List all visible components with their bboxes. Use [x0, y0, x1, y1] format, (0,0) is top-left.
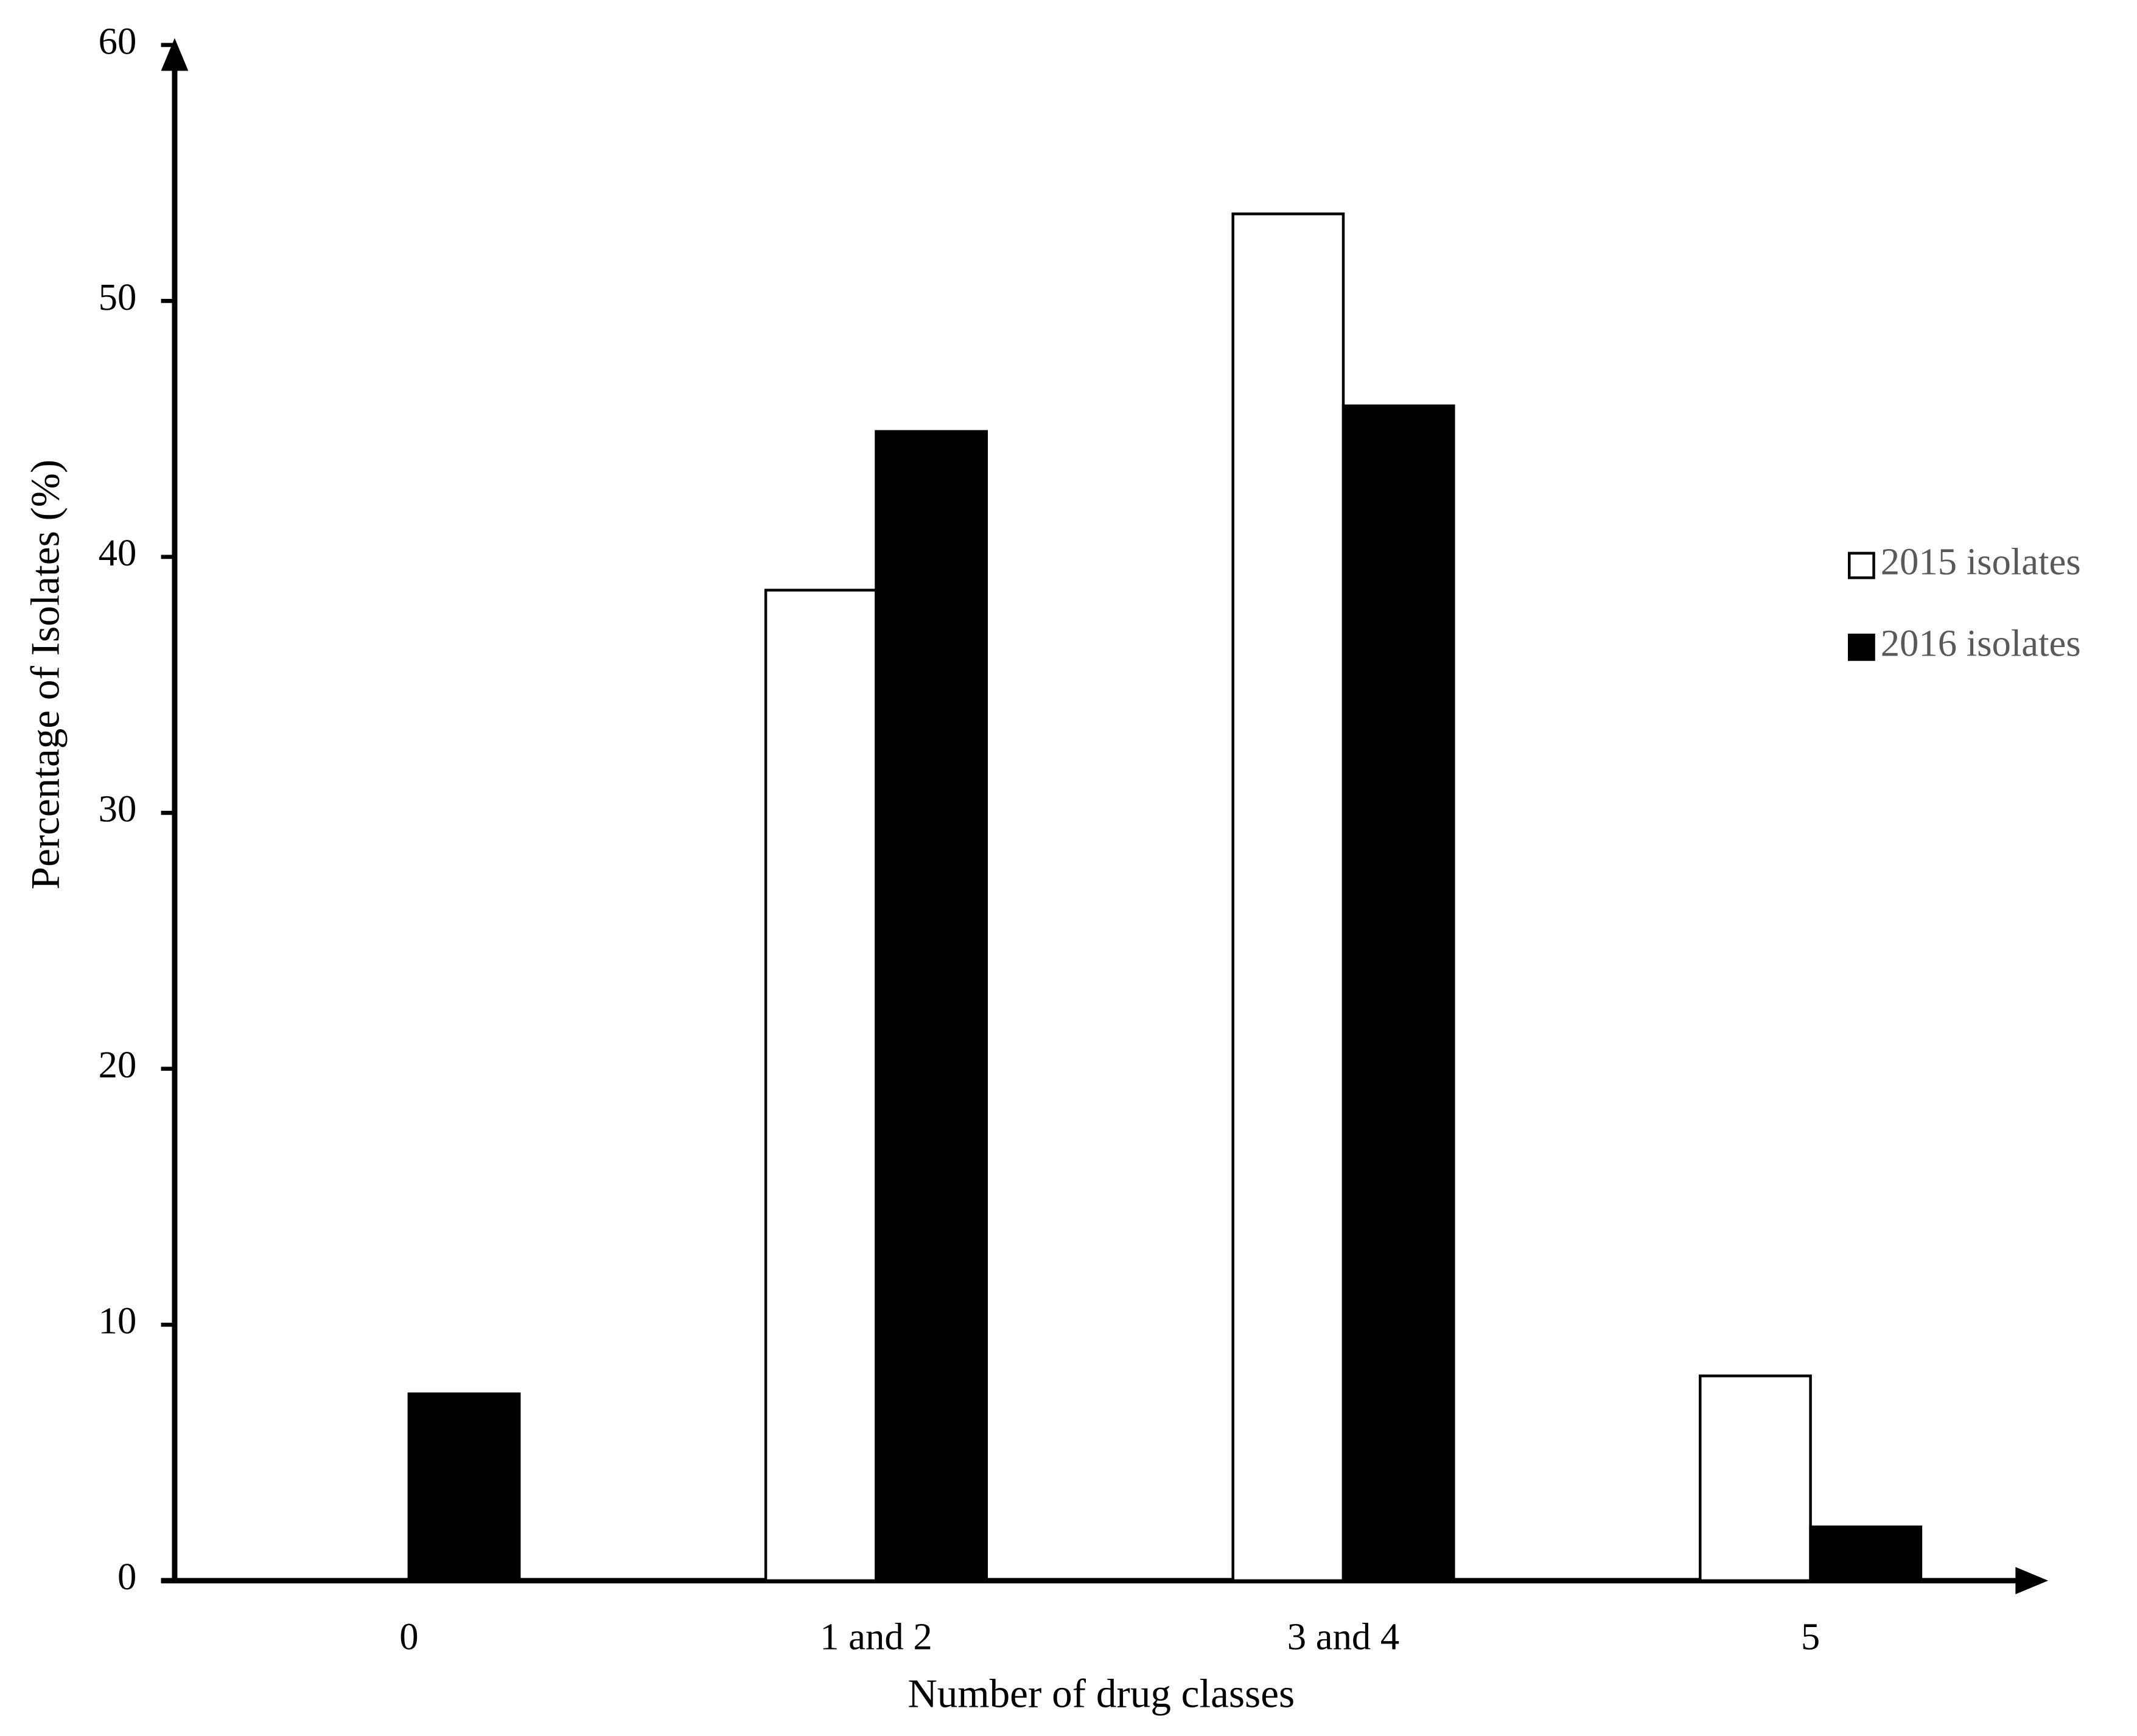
legend-swatch: [1847, 633, 1875, 661]
x-axis-label: Number of drug classes: [908, 1671, 1295, 1717]
bar: [1809, 1525, 1923, 1583]
legend-label: 2016 isolates: [1881, 622, 2081, 665]
legend-swatch: [1847, 551, 1875, 579]
y-tick-label: 10: [99, 1300, 137, 1342]
y-axis-label: Percentage of Isolates (%): [22, 460, 68, 890]
y-tick-label: 20: [99, 1043, 137, 1086]
plot-area: 0 10 20 30 40 50 60 0 1 and 2 3 and 4 5 2015 isolat…: [99, 19, 2081, 1657]
x-tick-label: 1 and 2: [820, 1615, 932, 1658]
bar: [1699, 1374, 1812, 1583]
y-tick-label: 50: [99, 276, 137, 318]
x-axis-arrow: [2015, 1567, 2049, 1595]
bar: [764, 589, 878, 1583]
bar: [1341, 404, 1455, 1583]
y-axis-arrow: [161, 38, 189, 71]
bar: [407, 1392, 521, 1583]
y-tick-label: 30: [99, 788, 137, 830]
x-tick-label: 5: [1801, 1615, 1820, 1658]
y-tick-label: 0: [117, 1555, 136, 1598]
legend-label: 2015 isolates: [1881, 540, 2081, 583]
x-tick-label: 0: [399, 1615, 418, 1658]
y-tick-label: 40: [99, 531, 137, 574]
bar: [875, 430, 988, 1583]
y-tick-label: 60: [99, 19, 137, 62]
x-tick-label: 3 and 4: [1287, 1615, 1400, 1658]
bar: [1231, 212, 1345, 1583]
